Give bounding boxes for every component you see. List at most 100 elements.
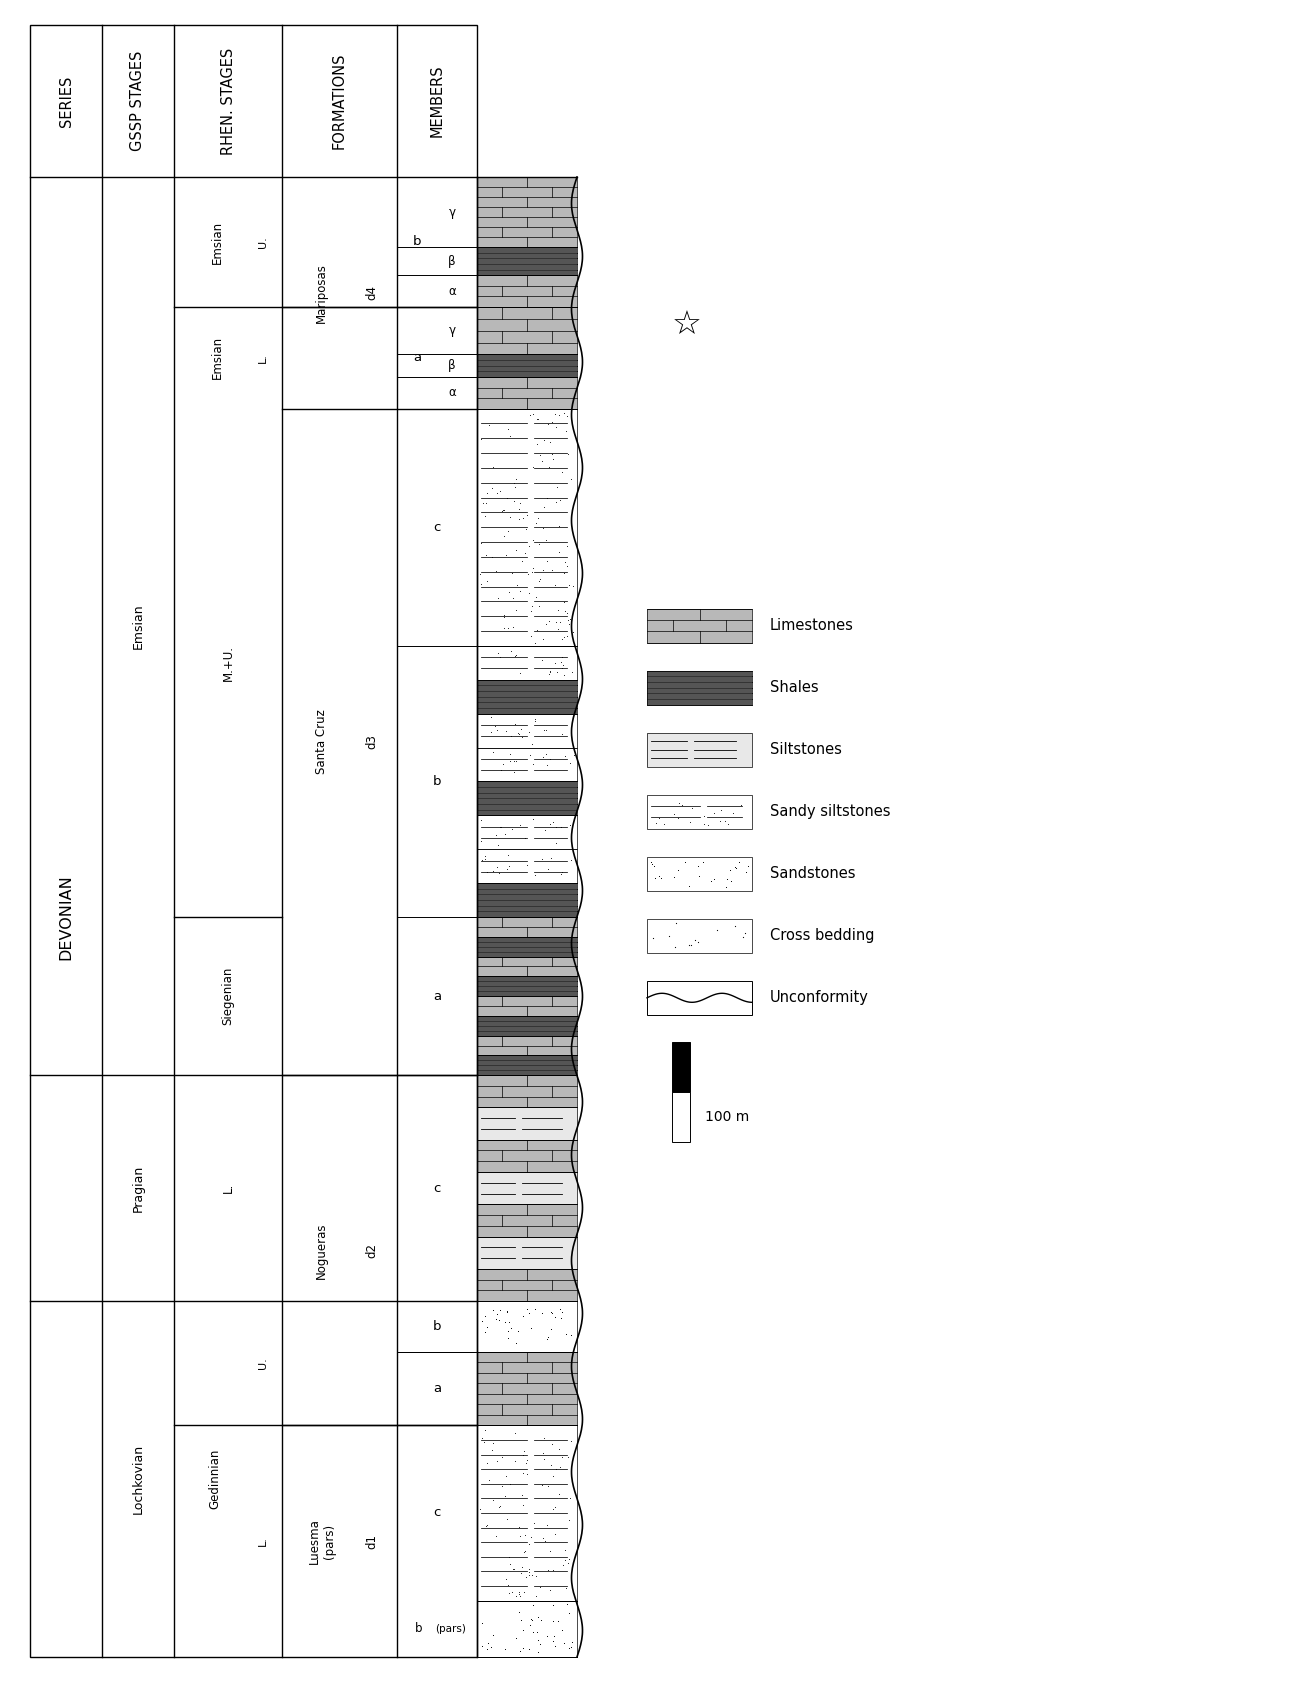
Text: c: c bbox=[433, 1506, 441, 1520]
Point bbox=[735, 859, 756, 886]
Bar bbox=[477, 248, 576, 275]
Point bbox=[499, 1543, 520, 1570]
Point bbox=[532, 647, 553, 674]
Bar bbox=[477, 248, 576, 275]
Point bbox=[509, 1638, 530, 1665]
Bar bbox=[647, 733, 752, 767]
Bar bbox=[477, 957, 576, 976]
Point bbox=[495, 541, 516, 568]
Text: c: c bbox=[433, 1181, 441, 1195]
Point bbox=[500, 1314, 521, 1341]
Point bbox=[558, 571, 579, 598]
Point bbox=[473, 1429, 494, 1456]
Point bbox=[554, 743, 575, 770]
Point bbox=[540, 1452, 561, 1479]
Point bbox=[484, 1523, 506, 1550]
Bar bbox=[477, 354, 576, 377]
Point bbox=[512, 1441, 533, 1468]
Point bbox=[523, 401, 544, 428]
Point bbox=[506, 596, 527, 623]
Text: (pars): (pars) bbox=[436, 1624, 466, 1634]
Point bbox=[519, 580, 540, 607]
Text: Sandy siltstones: Sandy siltstones bbox=[769, 804, 890, 819]
Text: M.+U.: M.+U. bbox=[222, 645, 235, 681]
Point bbox=[549, 512, 570, 539]
Point bbox=[534, 817, 555, 844]
Bar bbox=[477, 1426, 576, 1601]
Point bbox=[542, 445, 563, 472]
Point bbox=[537, 1323, 558, 1350]
Point bbox=[546, 413, 567, 440]
Point bbox=[725, 912, 746, 939]
Point bbox=[470, 1495, 491, 1522]
Point bbox=[495, 821, 516, 848]
Point bbox=[548, 401, 569, 428]
Point bbox=[484, 713, 506, 740]
Text: Shales: Shales bbox=[769, 681, 818, 696]
Point bbox=[540, 810, 561, 837]
Bar bbox=[477, 883, 576, 917]
Point bbox=[471, 1308, 492, 1335]
Text: L.: L. bbox=[257, 352, 268, 362]
Point bbox=[562, 1572, 583, 1599]
Point bbox=[470, 425, 491, 452]
Point bbox=[519, 1636, 540, 1663]
Point bbox=[471, 1633, 492, 1660]
Point bbox=[546, 814, 567, 841]
Text: a: a bbox=[412, 350, 421, 364]
Point bbox=[509, 810, 530, 837]
Point bbox=[645, 864, 666, 891]
Point bbox=[508, 495, 529, 522]
Point bbox=[508, 1513, 529, 1540]
Point bbox=[538, 453, 559, 480]
Point bbox=[477, 1636, 498, 1663]
Point bbox=[512, 504, 533, 531]
Text: b: b bbox=[433, 1319, 441, 1333]
Bar bbox=[477, 1601, 576, 1656]
Point bbox=[534, 716, 555, 743]
Point bbox=[506, 467, 527, 494]
Point bbox=[688, 853, 709, 880]
Text: Gedinnian: Gedinnian bbox=[209, 1449, 222, 1510]
Point bbox=[521, 1606, 542, 1633]
Point bbox=[544, 650, 565, 677]
Point bbox=[551, 721, 572, 748]
Point bbox=[641, 849, 662, 876]
Point bbox=[486, 558, 507, 585]
Point bbox=[499, 1309, 520, 1336]
Point bbox=[554, 399, 575, 426]
Point bbox=[474, 842, 495, 869]
Point bbox=[666, 910, 687, 937]
Point bbox=[511, 1559, 532, 1586]
Point bbox=[498, 841, 519, 868]
Point bbox=[558, 1634, 579, 1661]
Point bbox=[533, 1426, 554, 1452]
Text: Nogueras: Nogueras bbox=[315, 1222, 328, 1279]
Point bbox=[528, 504, 549, 531]
Point bbox=[548, 615, 569, 642]
Point bbox=[504, 1555, 525, 1582]
Point bbox=[516, 516, 537, 543]
Point bbox=[483, 1623, 504, 1650]
Point bbox=[527, 617, 548, 644]
Point bbox=[507, 719, 528, 746]
Point bbox=[511, 1607, 532, 1634]
Point bbox=[515, 1564, 536, 1591]
Text: GSSP STAGES: GSSP STAGES bbox=[130, 51, 146, 152]
Text: U.: U. bbox=[257, 236, 268, 248]
Point bbox=[537, 1473, 558, 1500]
Bar bbox=[647, 981, 752, 1014]
Point bbox=[473, 490, 494, 517]
Point bbox=[506, 1624, 527, 1651]
Point bbox=[551, 625, 572, 652]
Bar bbox=[477, 1301, 576, 1351]
Point bbox=[516, 851, 537, 878]
Point bbox=[524, 708, 545, 735]
Bar bbox=[477, 1173, 576, 1205]
Point bbox=[513, 1579, 534, 1606]
Point bbox=[701, 868, 722, 895]
Point bbox=[519, 718, 540, 745]
Bar bbox=[477, 1107, 576, 1139]
Text: L.: L. bbox=[222, 1183, 235, 1193]
Text: d2: d2 bbox=[365, 1244, 378, 1257]
